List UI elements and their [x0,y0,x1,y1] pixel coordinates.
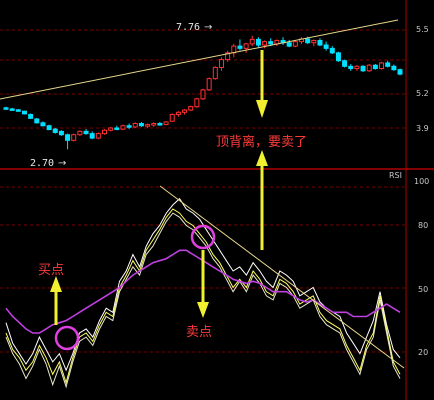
rsi-trendline [159,185,405,369]
candle-body [385,62,391,67]
divergence-arrow-up [256,150,268,250]
candle-body [255,38,261,46]
candle-body [348,65,354,70]
rsi-tick-80: 80 [418,221,428,230]
candle-body [108,127,114,131]
price-tick-3: 3.9 [416,124,429,133]
price-tick-1: 5.5 [416,25,429,34]
candle-body [200,89,206,100]
candle-body [397,69,403,75]
candle-body [194,98,200,108]
candle-body [262,41,268,46]
candle-body [65,134,71,141]
low-price-label: 2.70 [30,158,54,169]
candle-body [89,133,95,139]
candle-body [102,129,107,135]
candle-body [120,125,126,130]
candle-body [243,43,249,49]
candle-body [372,64,378,70]
candle-body [151,123,157,126]
candle-body [311,40,317,44]
divergence-arrow-down [256,50,268,118]
candle-body [212,66,218,80]
candle-body [218,59,224,68]
buy-arrow-up [50,276,62,325]
candle-body [225,52,231,61]
candle-body [9,108,15,111]
candle-body [342,60,348,67]
candle-body [323,44,329,49]
high-price-pointer-icon: → [204,22,212,33]
candle-body [138,123,144,127]
candle-body [391,65,397,71]
rsi-series-line [5,212,401,389]
candle-body [169,114,175,122]
candle-body [126,125,132,128]
candle-body [34,118,40,124]
candle-body [58,130,64,136]
rsi-tick-100: 100 [414,177,429,186]
top-divergence-annotation: 顶背离，要卖了 [216,134,307,150]
candle-body [83,130,89,135]
candle-body [188,106,194,111]
candle-body [237,45,243,49]
candle-body [305,38,311,44]
candlestick-series [3,35,403,150]
rsi-lines [5,197,401,389]
candle-body [292,41,298,47]
high-price-label: 7.76 [176,22,200,33]
rsi-series-line [5,208,401,385]
candle-body [206,78,212,91]
candle-body [132,123,138,128]
candle-body [145,124,151,127]
candle-body [354,65,360,70]
candle-body [360,65,366,72]
candle-body [329,47,335,54]
candle-body [71,134,77,141]
price-tick-2: 5.2 [416,89,429,98]
candle-body [286,42,292,47]
candle-body [46,125,52,131]
candle-body [40,122,46,127]
low-price-pointer-icon: → [58,158,66,169]
candle-body [15,109,21,112]
candle-body [317,40,323,46]
sell-arrow-down [197,250,209,318]
candle-body [163,121,169,126]
candle-body [21,110,27,115]
sell-point-circle [190,224,216,250]
candle-body [3,107,9,110]
buy-point-annotation: 买点 [38,263,64,278]
candle-body [379,62,385,70]
candle-body [182,109,188,113]
buy-point-circle [54,325,80,351]
candle-body [366,64,372,72]
rsi-tick-20: 20 [418,348,428,357]
candle-body [114,127,120,130]
candle-body [268,41,274,45]
price-trendline [0,19,399,100]
sell-point-annotation: 卖点 [186,325,212,340]
candle-body [52,128,58,133]
candle-body [95,133,101,139]
candle-body [249,38,255,45]
candle-body [77,130,83,136]
rsi-tick-50: 50 [418,285,428,294]
rsi-indicator-label: RSI [389,171,402,180]
candle-body [335,52,341,62]
candle-body [157,123,163,126]
candle-body [175,111,181,116]
candle-body [28,114,34,119]
